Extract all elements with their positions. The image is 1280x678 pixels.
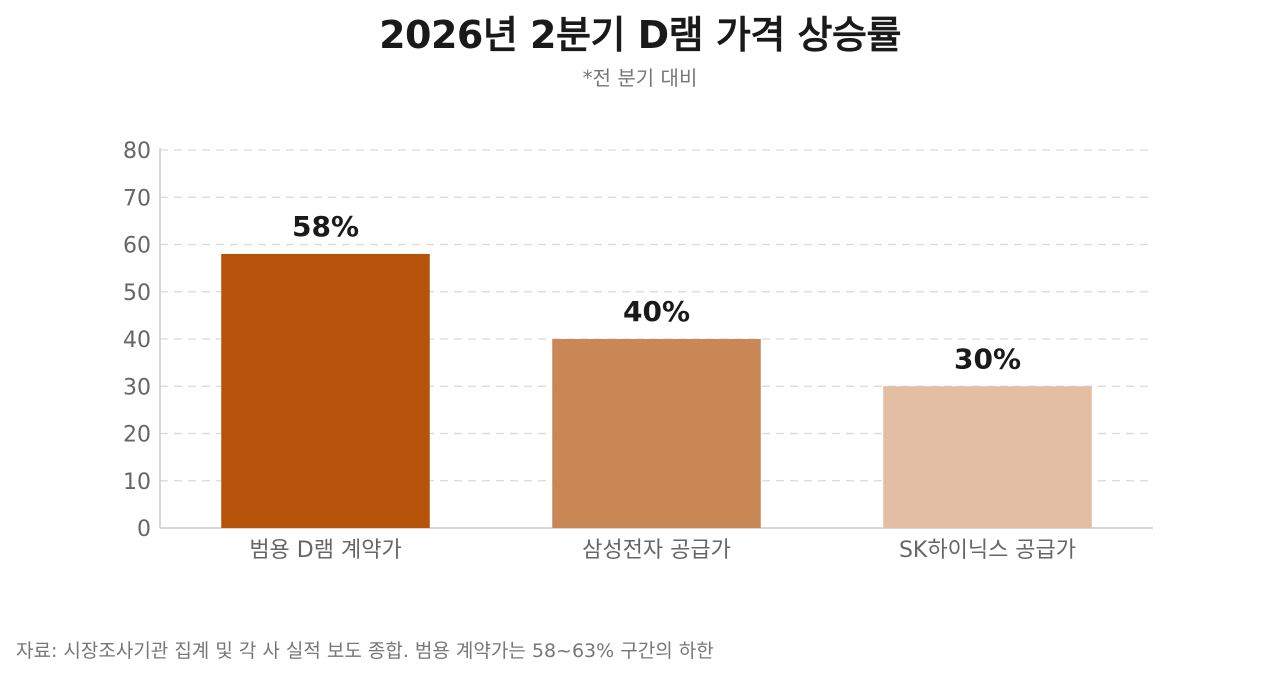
y-tick-label: 10 — [123, 470, 151, 495]
value-labels: 58% 40% 30% — [292, 210, 1021, 375]
y-tick-label: 50 — [123, 281, 151, 306]
bar — [552, 339, 761, 528]
bar — [883, 386, 1092, 528]
y-tick-label: 0 — [137, 517, 151, 542]
category-label: 범용 D램 계약가 — [249, 538, 401, 563]
bars — [221, 253, 1092, 528]
y-axis-ticks: 0 10 20 30 40 50 60 70 80 — [123, 139, 151, 542]
category-label: SK하이닉스 공급가 — [899, 538, 1076, 563]
y-tick-label: 70 — [123, 186, 151, 211]
x-axis-categories: 범용 D램 계약가 삼성전자 공급가 SK하이닉스 공급가 — [249, 538, 1076, 563]
value-label: 40% — [623, 295, 690, 328]
bar — [221, 253, 430, 528]
category-label: 삼성전자 공급가 — [582, 538, 731, 563]
source-note: 자료: 시장조사기관 집계 및 각 사 실적 보도 종합. 범용 계약가는 58… — [16, 640, 714, 662]
y-tick-label: 80 — [123, 139, 151, 164]
y-tick-label: 20 — [123, 423, 151, 448]
y-tick-label: 30 — [123, 375, 151, 400]
y-tick-label: 40 — [123, 328, 151, 353]
value-label: 30% — [954, 342, 1021, 375]
value-label: 58% — [292, 210, 359, 243]
chart-title: 2026년 2분기 D램 가격 상승률 — [379, 13, 901, 57]
y-tick-label: 60 — [123, 234, 151, 259]
chart-subtitle: *전 분기 대비 — [582, 66, 698, 90]
